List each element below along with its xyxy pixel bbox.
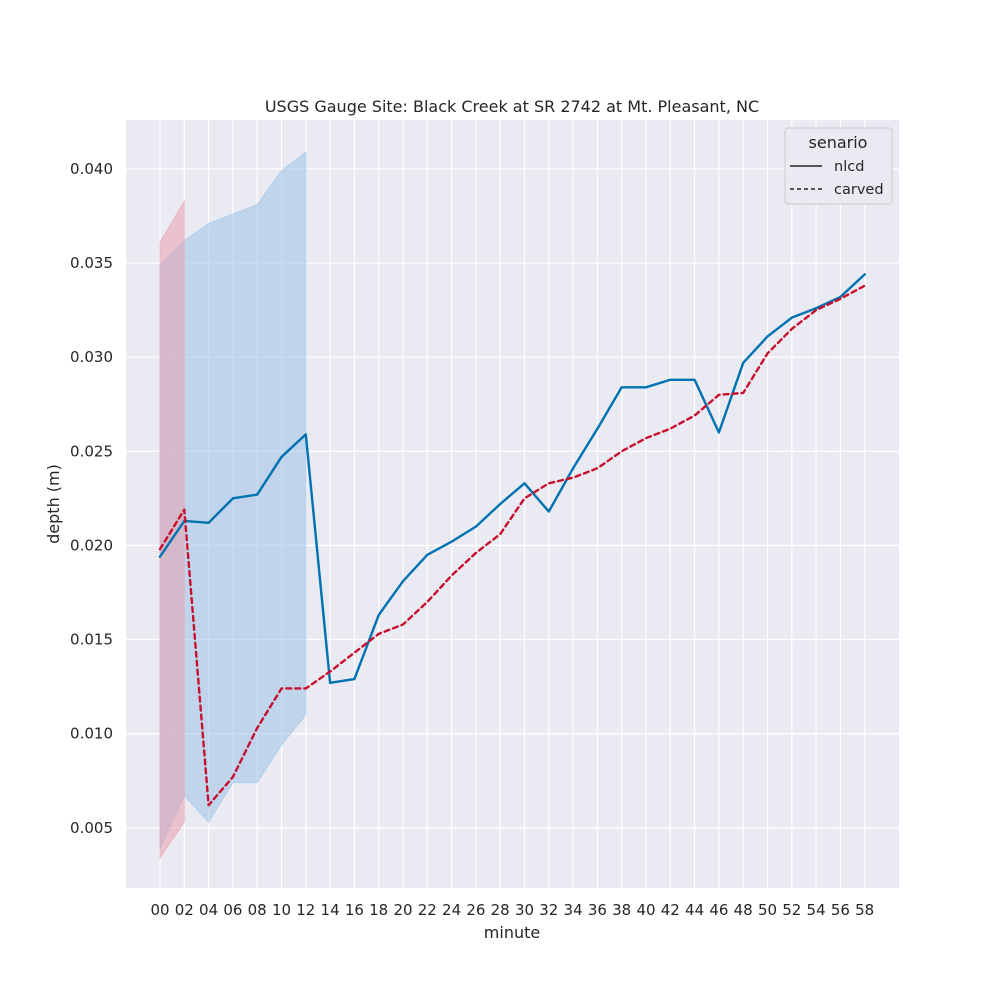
x-tick-label: 00 — [150, 901, 169, 919]
x-tick-label: 40 — [636, 901, 655, 919]
legend-box — [784, 127, 893, 205]
x-tick-label: 02 — [175, 901, 194, 919]
y-tick-label: 0.005 — [70, 819, 113, 837]
x-tick-label: 24 — [442, 901, 461, 919]
x-tick-label: 50 — [758, 901, 777, 919]
x-tick-label: 32 — [539, 901, 558, 919]
x-tick-label: 12 — [296, 901, 315, 919]
y-axis-label: depth (m) — [44, 464, 63, 544]
x-tick-label: 48 — [734, 901, 753, 919]
series-line-nlcd — [158, 273, 866, 685]
x-tick-label: 42 — [661, 901, 680, 919]
x-tick-label: 52 — [782, 901, 801, 919]
legend-label-carved: carved — [834, 182, 884, 198]
series-lines — [158, 273, 866, 807]
x-tick-label: 04 — [199, 901, 218, 919]
chart-title: USGS Gauge Site: Black Creek at SR 2742 … — [265, 97, 759, 116]
x-tick-label: 26 — [466, 901, 485, 919]
x-tick-label: 44 — [685, 901, 704, 919]
x-tick-label: 54 — [807, 901, 826, 919]
x-tick-label: 18 — [369, 901, 388, 919]
x-axis-label: minute — [484, 923, 540, 942]
x-tick-label: 36 — [588, 901, 607, 919]
x-axis-ticks: 00 02 04 06 08 10 12 14 16 18 20 22 24 26 28 30 32 34 36 38… — [150, 901, 874, 919]
x-tick-label: 14 — [321, 901, 340, 919]
x-tick-label: 28 — [491, 901, 510, 919]
legend-title: senario — [809, 133, 868, 152]
y-tick-label: 0.035 — [70, 254, 113, 272]
y-tick-label: 0.015 — [70, 631, 113, 649]
x-tick-label: 46 — [709, 901, 728, 919]
y-tick-label: 0.040 — [70, 160, 113, 178]
x-tick-label: 56 — [831, 901, 850, 919]
x-tick-label: 58 — [855, 901, 874, 919]
x-tick-label: 30 — [515, 901, 534, 919]
x-tick-label: 20 — [393, 901, 412, 919]
y-tick-label: 0.025 — [70, 442, 113, 460]
x-tick-label: 22 — [418, 901, 437, 919]
y-tick-label: 0.030 — [70, 348, 113, 366]
x-tick-label: 10 — [272, 901, 291, 919]
y-axis-ticks: 0.005 0.010 0.015 0.020 0.025 0.030 0.035 0.040 — [70, 160, 113, 837]
x-tick-label: 08 — [248, 901, 267, 919]
x-tick-label: 06 — [223, 901, 242, 919]
legend: senario nlcd carved — [784, 127, 893, 205]
legend-label-nlcd: nlcd — [834, 159, 864, 175]
series-line-carved — [158, 284, 866, 807]
y-tick-label: 0.010 — [70, 725, 113, 743]
y-tick-label: 0.020 — [70, 536, 113, 554]
confidence-band-nlcd — [159, 150, 307, 849]
x-tick-label: 34 — [564, 901, 583, 919]
x-tick-label: 16 — [345, 901, 364, 919]
x-tick-label: 38 — [612, 901, 631, 919]
